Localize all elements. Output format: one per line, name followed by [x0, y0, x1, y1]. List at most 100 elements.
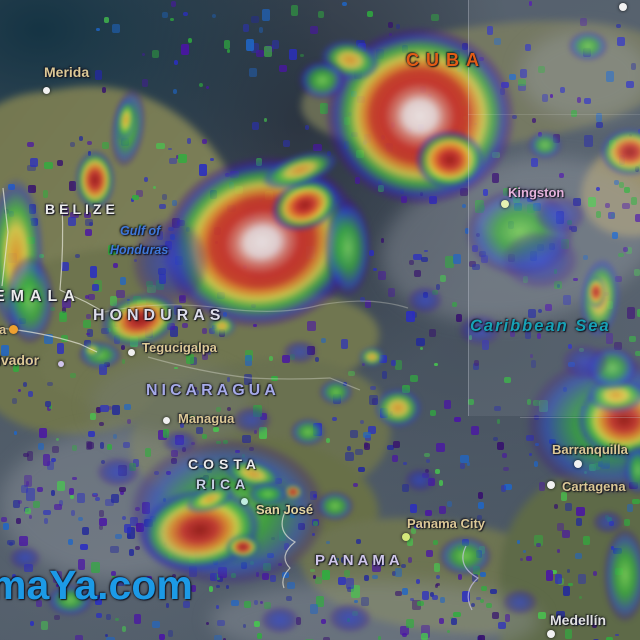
rain-speckle: [605, 636, 613, 640]
rain-speckle: [185, 354, 194, 364]
rain-speckle: [13, 499, 20, 509]
rain-speckle: [90, 412, 96, 421]
rain-speckle: [471, 425, 480, 436]
rain-speckle: [96, 28, 100, 31]
rain-speckle: [504, 614, 510, 622]
rain-speckle: [544, 304, 552, 311]
storm-cell-light: [568, 31, 608, 61]
rain-speckle: [492, 611, 499, 619]
rain-speckle: [446, 629, 450, 633]
rain-speckle: [258, 426, 268, 440]
rain-speckle: [414, 269, 421, 277]
rain-speckle: [19, 535, 28, 546]
rain-speckle: [363, 441, 369, 448]
rain-speckle: [58, 499, 64, 506]
rain-speckle: [322, 569, 330, 580]
radar-seam-line: [520, 417, 640, 418]
rain-speckle: [362, 431, 371, 439]
rain-speckle: [156, 142, 166, 150]
rain-speckle: [0, 517, 7, 522]
rain-speckle: [174, 60, 179, 66]
rain-speckle: [110, 546, 120, 554]
storm-cell-rain: [404, 468, 436, 492]
rain-speckle: [12, 364, 20, 373]
rain-speckle: [509, 329, 516, 338]
rain-speckle: [411, 527, 417, 534]
rain-speckle: [95, 496, 100, 502]
rain-speckle: [618, 181, 625, 188]
rain-speckle: [99, 442, 105, 449]
rain-speckle: [260, 600, 264, 604]
rain-speckle: [534, 534, 543, 546]
rain-speckle: [344, 451, 354, 461]
rain-speckle: [564, 628, 573, 640]
rain-speckle: [17, 388, 22, 393]
rain-speckle: [299, 53, 304, 57]
rain-speckle: [426, 550, 434, 558]
rain-speckle: [153, 185, 157, 189]
storm-cell-light: [47, 584, 93, 616]
rain-speckle: [449, 616, 454, 620]
rain-speckle: [88, 293, 96, 301]
rain-speckle: [575, 517, 583, 526]
rain-speckle: [39, 428, 47, 438]
rain-speckle: [509, 73, 517, 80]
rain-speckle: [538, 66, 546, 74]
rain-speckle: [278, 65, 288, 72]
storm-cell-light: [438, 536, 492, 576]
city-label-medellin: Medellín: [550, 612, 607, 628]
rain-speckle: [395, 568, 403, 577]
rain-speckle: [372, 267, 378, 272]
rain-speckle: [482, 188, 489, 196]
rain-speckle: [14, 430, 18, 435]
rain-speckle: [108, 405, 112, 410]
city-label-tegucigalpa: Tegucigalpa: [142, 340, 217, 355]
rain-speckle: [230, 599, 240, 607]
rain-speckle: [501, 453, 508, 459]
rain-speckle: [29, 158, 38, 168]
rain-speckle: [349, 430, 358, 439]
rain-speckle: [529, 354, 534, 359]
rain-speckle: [432, 595, 439, 601]
storm-cell-heavy: [586, 276, 606, 308]
city-dot-kingston: [501, 200, 509, 208]
rain-speckle: [632, 498, 640, 504]
rain-speckle: [54, 503, 63, 511]
rain-speckle: [119, 277, 126, 285]
rain-speckle: [413, 253, 423, 261]
rain-speckle: [627, 307, 636, 319]
storm-cell-light: [603, 527, 640, 623]
rain-speckle: [545, 570, 553, 581]
rain-speckle: [604, 202, 610, 209]
rain-speckle: [121, 359, 126, 365]
rain-speckle: [605, 333, 613, 344]
rain-speckle: [70, 373, 76, 378]
rain-speckle: [410, 374, 418, 382]
city-dot-guatemala-city: [9, 325, 18, 334]
rain-speckle: [215, 604, 220, 609]
storm-cell-light: [319, 379, 353, 405]
rain-speckle: [430, 592, 434, 597]
rain-speckle: [421, 256, 429, 263]
rain-speckle: [568, 582, 574, 587]
rain-speckle: [403, 461, 408, 466]
city-dot-salvador: [58, 361, 64, 367]
rain-speckle: [531, 360, 537, 368]
rain-speckle: [496, 418, 501, 424]
rain-speckle: [102, 142, 109, 149]
rain-speckle: [132, 194, 139, 201]
rain-speckle: [625, 246, 633, 255]
rain-speckle: [387, 22, 394, 28]
rain-speckle: [49, 405, 53, 410]
rain-speckle: [412, 311, 418, 319]
rain-speckle: [538, 612, 546, 620]
country-label-panama: PANAMA: [315, 552, 404, 569]
rain-speckle: [96, 407, 102, 413]
rain-speckle: [88, 221, 93, 226]
storm-cell-light: [290, 418, 326, 446]
rain-speckle: [519, 557, 524, 561]
water-label-gulf-of-honduras-line1: Gulf of: [120, 224, 161, 238]
rain-speckle: [226, 377, 231, 383]
rain-speckle: [519, 69, 528, 78]
